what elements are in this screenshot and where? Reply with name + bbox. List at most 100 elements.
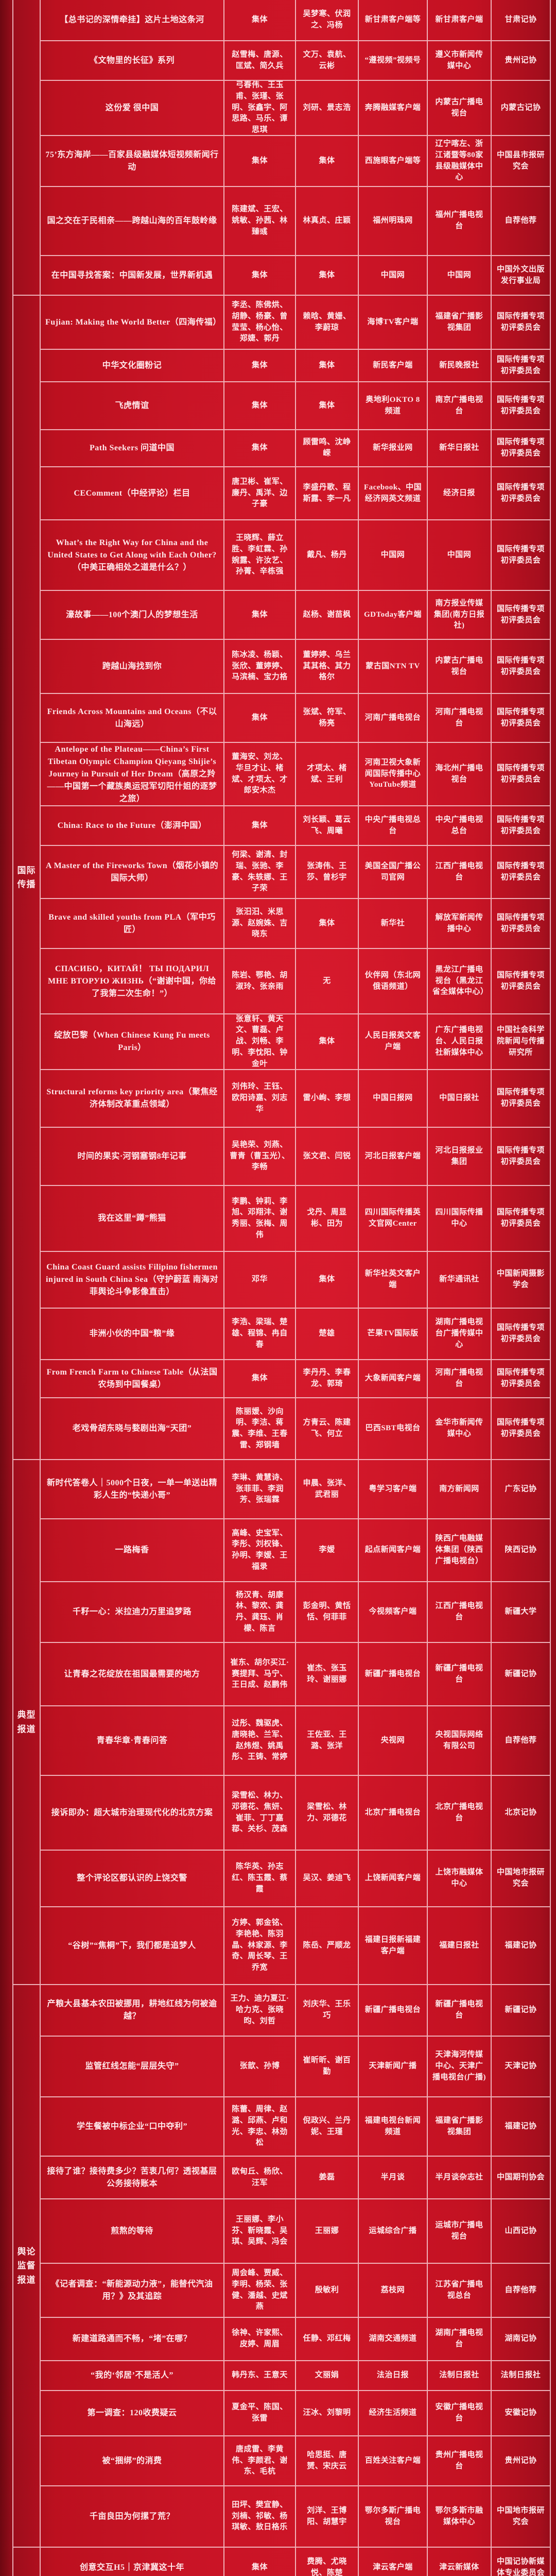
platform-cell-text: 天津新闻广播 <box>369 2062 417 2071</box>
authors-cell: 吴艳荣、刘燕、曹青（曹玉光）、李畅 <box>224 1128 296 1185</box>
publishing-unit-cell-text: 湖南广播电视台 <box>435 2329 483 2348</box>
authors-cell-text: 弓春伟、王玉甫、张瑾、张明、张鑫宇、阿思路、马乐、谭思琪 <box>232 81 288 134</box>
publishing-unit-cell: 贵州广播电视台 <box>428 2436 492 2485</box>
table-row: СПАСИБО，КИТАЙ！ ТЫ ПОДАРИЛ МНЕ ВТОРУЮ ЖИЗ… <box>41 949 550 1014</box>
publishing-unit-cell-text: 辽宁喀左、浙江诸暨等80家县级融媒体中心 <box>435 140 483 182</box>
authors-cell-text: 韩丹东、王意天 <box>232 2371 288 2380</box>
recommender-cell: 国际传播专项初评委员会 <box>492 467 550 519</box>
authors-cell-text: 李琳、黄慧诗、张菲菲、李润芳、张瑞霖 <box>232 1473 288 1504</box>
platform-cell-text: 央视网 <box>380 1736 405 1744</box>
platform-cell-text: 鄂尔多斯广播电视台 <box>364 2506 421 2526</box>
editors-cell-text: 赵杨、谢苗枫 <box>303 610 351 619</box>
title-cell: 青春华章·青春问答 <box>41 1706 224 1775</box>
platform-cell-text: 新华社 <box>380 919 405 927</box>
authors-cell-text: 陈丽媛、沙向明、李洁、蒋震、李维、王春雷、郑钢墙 <box>232 1407 288 1449</box>
authors-cell-text: 杨汉青、胡康林、黎欢、龚丹、龚珏、肖檬、陈言 <box>235 1590 284 1633</box>
publishing-unit-cell-text: 新疆广播电视台 <box>435 2000 483 2020</box>
publishing-unit-cell-text: 福建日报社 <box>439 1941 479 1950</box>
authors-cell: 董海安、刘龙、华旦才让、楮斌、才项太、才郎安木杰 <box>224 743 296 805</box>
platform-cell: 福建电视台新闻频道 <box>359 2097 428 2156</box>
editors-cell: 集体 <box>296 899 359 948</box>
editors-cell: 林真贞、庄颖 <box>296 187 359 255</box>
table-row: 【总书记的深情牵挂】这片土地这条河 集体 吴梦寒、伏润之、冯杨 新甘肃客户端等 新甘肃客… <box>41 0 550 41</box>
platform-cell-text: 福建电视台新闻频道 <box>364 2116 421 2136</box>
platform-cell-text: 新疆广播电视台 <box>364 1669 421 1678</box>
title-cell: 绽放巴黎（When Chinese Kung Fu meets Paris） <box>41 1014 224 1069</box>
publishing-unit-cell: 南方新闻网 <box>428 1460 492 1518</box>
recommender-cell: 福建记协 <box>492 1907 550 1984</box>
editors-cell-text: 张斌、符军、杨亮 <box>303 707 351 727</box>
title-cell-text: “谷树”“焦桐”下，我们都是追梦人 <box>68 1941 196 1950</box>
platform-cell: 新民客户端 <box>359 350 428 381</box>
category-cell <box>13 0 41 295</box>
publishing-unit-cell-text: 金华市新闻传媒中心 <box>435 1418 483 1438</box>
platform-cell: Facebook、中国经济网英文频道 <box>359 467 428 519</box>
platform-cell-text: 人民日报英文客户端 <box>364 1031 421 1051</box>
authors-cell: 过彤、魏驱虎、唐晓艳、兰军、赵炜煜、姚禹彤、王铸、常婷 <box>224 1706 296 1775</box>
editors-cell: 倪政兴、兰丹妮、王瑾 <box>296 2097 359 2156</box>
editors-cell: 刘研、景志浩 <box>296 81 359 135</box>
title-cell-text: 第一调查：120收费疑云 <box>87 2409 177 2417</box>
title-cell: From French Farm to Chinese Table（从法国农场到… <box>41 1360 224 1397</box>
title-cell: 这份爱 很中国 <box>41 81 224 135</box>
title-cell: 时间的果实·河钢塞钢8年记事 <box>41 1128 224 1185</box>
editors-cell: 汪冰、刘黎明 <box>296 2391 359 2435</box>
title-cell-text: Fujian: Making the World Better（四海传福） <box>45 317 221 327</box>
publishing-unit-cell: 江西广播电视台 <box>428 846 492 898</box>
editors-cell: 刘洋、王博阳、胡慧宇 <box>296 2486 359 2547</box>
editors-cell: 集体 <box>296 350 359 381</box>
publishing-unit-cell: 广东广播电视台、人民日报社新媒体中心 <box>428 1014 492 1069</box>
authors-cell: 赵雪梅、唐源、匡斌、简久兵 <box>224 41 296 80</box>
recommender-cell: 安徽记协 <box>492 2391 550 2435</box>
publishing-unit-cell: 新华日报社 <box>428 430 492 466</box>
recommender-cell: 中国外文出版发行事业局 <box>492 256 550 295</box>
platform-cell: 央视网 <box>359 1706 428 1775</box>
authors-cell: 集体 <box>224 1360 296 1397</box>
recommender-cell: 新疆记协 <box>492 1985 550 2036</box>
platform-cell: 鄂尔多斯广播电视台 <box>359 2486 428 2547</box>
editors-cell-text: 集体 <box>319 361 335 369</box>
title-cell: 飞虎情谊 <box>41 382 224 429</box>
recommender-cell: 自荐他荐 <box>492 1706 550 1775</box>
table-row: 整个评论区都认识的上饶交警 陈华英、孙志红、陈玉霞、蔡霞 吴汉、姜迪飞 上饶新闻客户端… <box>41 1851 550 1907</box>
table-row: 75’东方海岸——百家县级融媒体短视频新闻行动 集体 集体 西施眼客户端等 辽宁喀左、浙… <box>41 136 550 187</box>
title-cell: 我在这里“蹲”熊猫 <box>41 1186 224 1251</box>
title-cell-text: Path Seekers 问道中国 <box>90 444 175 452</box>
recommender-cell-text: 国际传播专项初评委员会 <box>496 1324 545 1343</box>
publishing-unit-cell-text: 上饶市融媒体中心 <box>435 1868 483 1888</box>
authors-cell-text: 崔东、胡尔买江·赛提拜、马宁、王日成、赵鹏伟 <box>230 1658 289 1689</box>
authors-cell-text: 刘伟玲、王钰、欧阳诗嘉、刘志华 <box>232 1082 288 1113</box>
platform-cell: 奥地利OKTO 8频道 <box>359 382 428 429</box>
title-cell: 跨越山海找到你 <box>41 640 224 693</box>
publishing-unit-cell: 新华通讯社 <box>428 1252 492 1308</box>
recommender-cell-text: 中国外文出版发行事业局 <box>496 265 545 285</box>
recommender-cell-text: 福建记协 <box>505 1941 537 1950</box>
table-row: 濠故事——100个澳门人的梦想生活 集体 赵杨、谢苗枫 GDToday客户端 南方报业传… <box>41 591 550 640</box>
authors-cell: 集体 <box>224 806 296 845</box>
recommender-cell: 新疆大学 <box>492 1582 550 1642</box>
authors-cell: 集体 <box>224 256 296 295</box>
publishing-unit-cell-text: 湖南广播电视台广播传媒中心 <box>435 1318 483 1349</box>
publishing-unit-cell: 河南广播电视台 <box>428 694 492 742</box>
recommender-cell-text: 国际传播专项初评委员会 <box>496 312 545 332</box>
title-cell-text: From French Farm to Chinese Table（从法国农场到… <box>46 1368 218 1389</box>
authors-cell-text: 夏金平、陈国、张雷 <box>232 2403 288 2422</box>
table-row: 我在这里“蹲”熊猫 李鹏、钟莉、李旭、邓翔沣、谢秀丽、张梅、周伟 戈丹、周显彬、田为… <box>41 1186 550 1252</box>
platform-cell: 起点新闻客户端 <box>359 1519 428 1581</box>
publishing-unit-cell: 福州广播电视台 <box>428 187 492 255</box>
title-cell-text: 青春华章·青春问答 <box>96 1736 168 1745</box>
recommender-cell-text: 山西记协 <box>505 2226 537 2235</box>
title-cell-text: 整个评论区都认识的上饶交警 <box>77 1874 187 1883</box>
platform-cell: 荔枝网 <box>359 2264 428 2317</box>
recommender-cell-text: 中国记协新媒体专业委员会 <box>496 2557 545 2576</box>
table-row: Fujian: Making the World Better（四海传福） 李丞、… <box>41 296 550 350</box>
title-cell: 《文物里的长征》系列 <box>41 41 224 80</box>
recommender-cell-text: 自荐他荐 <box>505 216 537 225</box>
authors-cell: 徐神、许家熙、皮婷、周眉 <box>224 2318 296 2360</box>
recommender-cell: 国际传播专项初评委员会 <box>492 382 550 429</box>
title-cell: 中华文化圈粉记 <box>41 350 224 381</box>
publishing-unit-cell: 金华市新闻传媒中心 <box>428 1398 492 1459</box>
editors-cell-text: 任静、邓红梅 <box>303 2334 351 2343</box>
publishing-unit-cell-text: 中国网 <box>447 550 472 559</box>
